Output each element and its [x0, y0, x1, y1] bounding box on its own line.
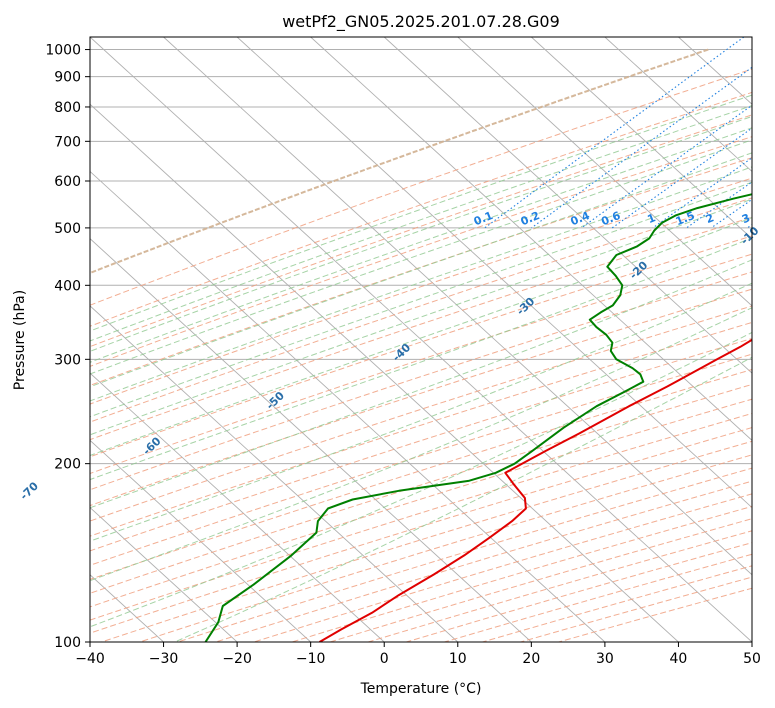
mixing-ratio-label: 3 — [740, 211, 752, 226]
mixing-ratio-label: 1 — [646, 211, 658, 226]
dry-adiabat — [90, 216, 752, 441]
moist-adiabat — [90, 105, 752, 342]
x-axis-label: Temperature (°C) — [360, 681, 482, 697]
moist-adiabat — [90, 217, 752, 457]
isotherm-line — [236, 37, 752, 509]
x-tick-label: 10 — [449, 651, 467, 667]
isotherm-line — [457, 37, 752, 307]
isotherm-line — [604, 37, 752, 173]
dry-adiabat — [90, 321, 752, 537]
y-tick-label: 900 — [54, 70, 81, 86]
y-tick-label: 100 — [54, 635, 81, 651]
y-tick-label: 300 — [54, 352, 81, 368]
moist-adiabat — [90, 331, 752, 628]
dry-adiabat — [90, 157, 752, 386]
x-tick-label: −40 — [75, 651, 105, 667]
x-tick-label: 50 — [743, 651, 761, 667]
x-tick-label: 40 — [670, 651, 688, 667]
isotherm-line — [90, 37, 752, 642]
dewpoint-line — [204, 193, 752, 642]
y-tick-label: 700 — [54, 134, 81, 150]
moist-adiabat — [174, 356, 752, 642]
mixing-ratio-line — [652, 157, 752, 229]
dry-adiabat — [90, 114, 752, 348]
sounding-lines — [204, 193, 752, 642]
isotherm-line — [383, 37, 752, 374]
y-tick-label: 200 — [54, 457, 81, 473]
isotherm-line — [90, 238, 532, 642]
mixing-ratio-line — [581, 104, 752, 229]
plot-frame — [89, 36, 753, 643]
x-tick-label: −20 — [222, 651, 252, 667]
axis-ticks: −40 −30 −20 −10 0 10 20 30 40 50 100 200 300 400 500 60… — [45, 43, 761, 667]
mixing-ratio-line — [484, 37, 745, 229]
y-tick-label: 800 — [54, 100, 81, 116]
x-tick-label: −30 — [149, 651, 179, 667]
dry-adiabat — [90, 235, 752, 458]
dry-adiabat — [90, 288, 752, 507]
dry-adiabat — [90, 177, 752, 405]
isotherm-line — [90, 506, 238, 642]
temperature-line — [318, 338, 752, 642]
mixing-ratio-label: 2 — [704, 211, 716, 226]
x-tick-label: 0 — [380, 651, 389, 667]
y-tick-label: 400 — [54, 278, 81, 294]
dry-adiabat — [90, 337, 752, 552]
moist-adiabat — [90, 127, 752, 363]
x-tick-label: −10 — [296, 651, 326, 667]
isotherm-line — [90, 372, 385, 642]
moist-adiabat — [90, 139, 752, 375]
isotherm-line — [90, 439, 311, 642]
moist-adiabat — [90, 307, 752, 582]
y-axis-label: Pressure (hPa) — [12, 290, 28, 390]
moist-adiabat — [90, 237, 752, 481]
background-lines — [90, 37, 752, 642]
chart-title: wetPf2_GN05.2025.201.07.28.G09 — [282, 12, 560, 32]
moist-adiabat — [90, 259, 752, 509]
x-tick-label: 30 — [596, 651, 614, 667]
isotherm-line — [90, 305, 459, 642]
x-tick-label: 20 — [522, 651, 540, 667]
dry-adiabat — [90, 197, 752, 423]
y-tick-label: 600 — [54, 174, 81, 190]
isotherm-line — [531, 37, 752, 240]
moist-adiabat — [90, 115, 752, 352]
ice-line — [90, 48, 709, 275]
isotherm-line — [90, 170, 606, 642]
y-tick-label: 500 — [54, 221, 81, 237]
moist-adiabat — [90, 152, 752, 388]
dry-adiabat — [90, 136, 752, 367]
y-tick-label: 1000 — [45, 43, 81, 59]
dry-adiabat — [90, 68, 752, 306]
dry-adiabat — [90, 368, 752, 580]
isotherm-line — [90, 103, 679, 642]
moist-adiabat — [90, 166, 752, 402]
mixing-ratio-line — [531, 66, 752, 229]
dry-adiabat — [90, 271, 752, 491]
moist-adiabat — [90, 181, 752, 418]
